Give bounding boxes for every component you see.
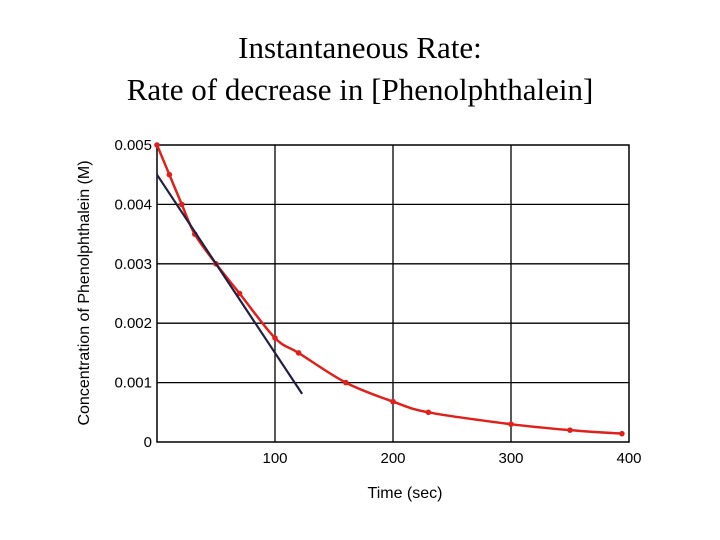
x-tick-label: 100 (262, 450, 287, 467)
y-tick-label: 0.004 (114, 196, 152, 213)
y-tick-label: 0 (144, 434, 152, 451)
chart-series (154, 142, 625, 437)
data-point (567, 427, 573, 433)
chart-tick-labels: 0 0.001 0.002 0.003 0.004 0.005 100 200 300 400 (114, 137, 641, 467)
page-title: Instantaneous Rate: (238, 30, 482, 65)
data-point (619, 430, 625, 437)
data-point (425, 409, 432, 416)
data-point (508, 421, 514, 427)
data-point (272, 335, 278, 341)
chart-grid (156, 144, 630, 443)
y-tick-label: 0.001 (114, 375, 152, 392)
x-tick-label: 400 (616, 450, 641, 467)
y-tick-label: 0.005 (114, 137, 152, 154)
x-axis-label: Time (sec) (368, 485, 443, 502)
y-tick-label: 0.002 (114, 315, 152, 332)
data-point (154, 142, 160, 148)
concentration-curve (155, 144, 623, 435)
data-point (390, 398, 396, 405)
data-point (166, 171, 173, 178)
y-tick-label: 0.003 (114, 256, 152, 273)
tangent-line (156, 174, 304, 395)
y-axis-label: Concentration of Phenolphthalein (M) (76, 160, 93, 425)
x-tick-label: 300 (498, 450, 523, 467)
data-point (236, 290, 243, 297)
data-point (343, 379, 349, 386)
x-tick-label: 200 (380, 450, 405, 467)
data-point (295, 350, 302, 356)
data-point (178, 201, 185, 208)
page-subtitle: Rate of decrease in [Phenolphthalein] (126, 72, 594, 107)
